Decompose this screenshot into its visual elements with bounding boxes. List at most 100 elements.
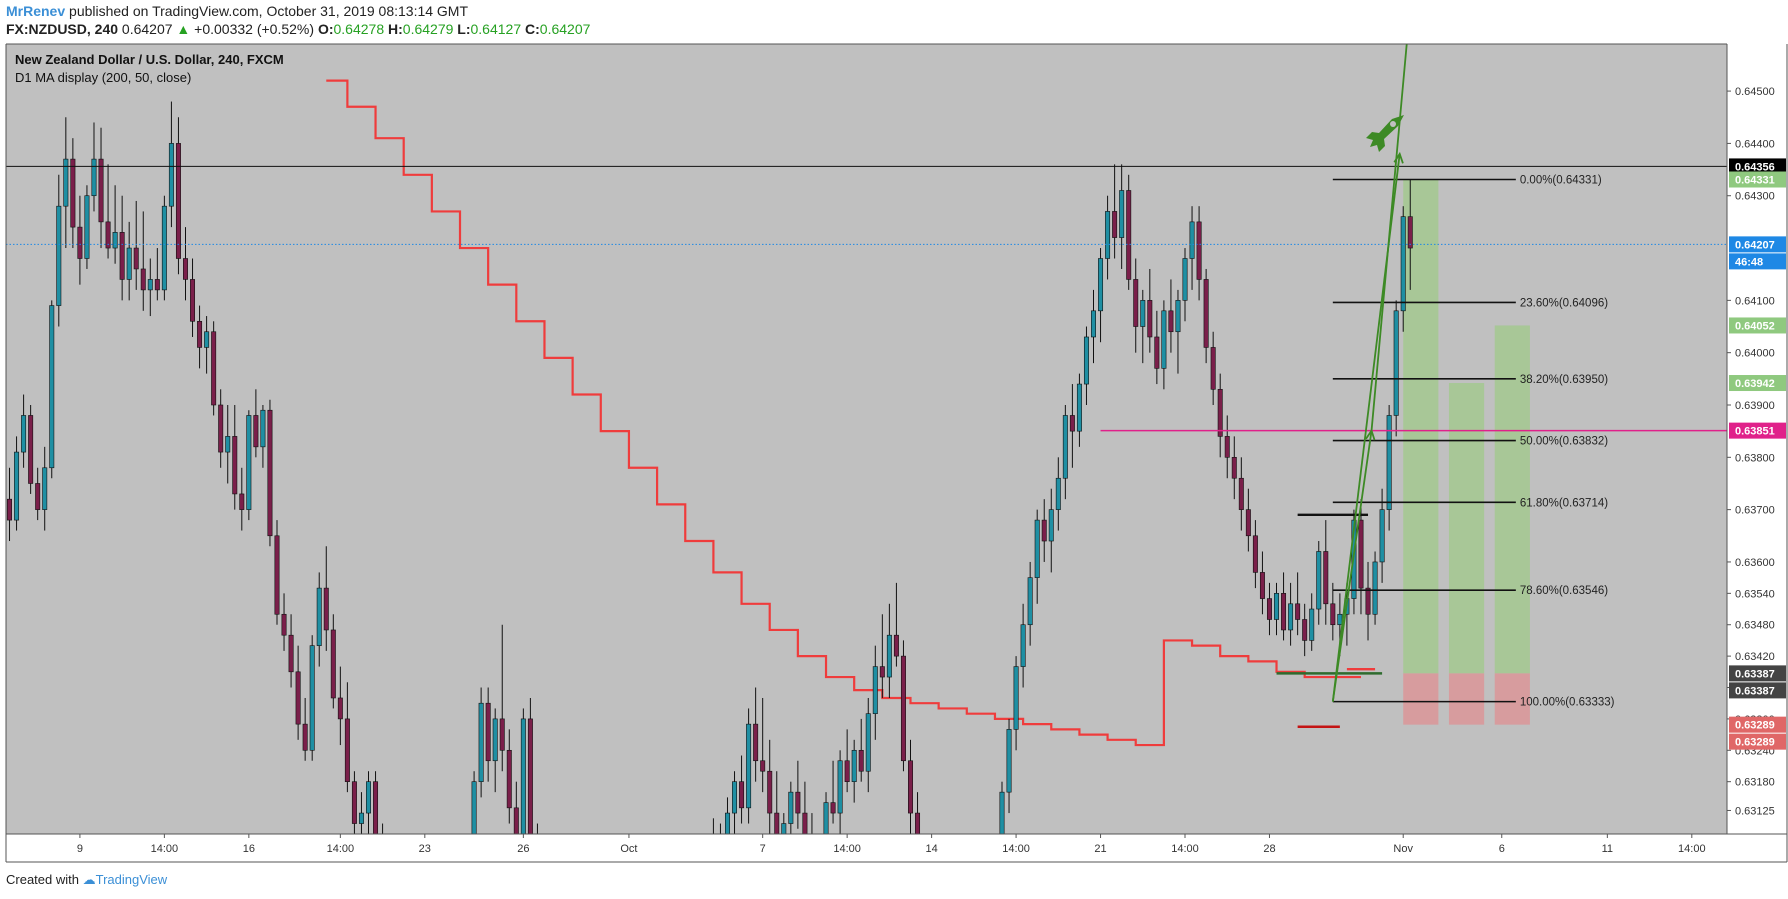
publish-info: published on TradingView.com, October 31… (69, 3, 469, 19)
candle-body (725, 812, 730, 835)
candle-body (1245, 509, 1251, 537)
candle-body (851, 749, 857, 782)
candle-body (154, 279, 160, 291)
candle-body (42, 467, 48, 510)
pivot-badge (1729, 422, 1786, 439)
candle-body (288, 634, 294, 673)
candle-body (373, 781, 379, 835)
candle-body (1027, 577, 1033, 626)
fib-label-4: 61.80%(0.63714) (1520, 497, 1608, 509)
candle-body (190, 279, 196, 322)
indicator-label: D1 MA display (200, 50, close) (15, 70, 191, 85)
high-value: 0.64279 (402, 21, 454, 37)
candle-body (1302, 619, 1308, 641)
candle-body (830, 802, 836, 814)
candle-body (746, 723, 752, 809)
x-tick-label: 16 (243, 843, 255, 855)
candle-body (908, 760, 913, 814)
author-link[interactable]: MrRenev (6, 3, 66, 19)
x-tick-label: 14:00 (833, 843, 861, 855)
candle-body (183, 258, 188, 280)
target-zone-0 (1403, 179, 1439, 674)
candle-body (175, 143, 181, 259)
close-value: 0.64207 (539, 21, 591, 37)
target-zone-1 (1448, 383, 1485, 674)
high-prefix: H: (388, 21, 403, 37)
tradingview-link[interactable]: TradingView (95, 872, 168, 887)
candle-body (225, 436, 231, 453)
candle-body (204, 331, 210, 348)
candle-body (1252, 535, 1258, 573)
entry-1-text: 0.63387 (1735, 668, 1775, 680)
arrow-line-1 (1331, 430, 1373, 702)
candle-body (795, 791, 801, 814)
candle-body (1295, 603, 1301, 620)
countdown-text: 46:48 (1735, 256, 1763, 268)
x-tick-label: 7 (760, 843, 766, 855)
candle-body (281, 613, 287, 636)
candle-body (999, 791, 1005, 835)
change-label: +0.00332 (+0.52%) (194, 21, 315, 37)
candle-body (1140, 300, 1146, 327)
tradingview-logo-icon[interactable]: ☁ (82, 872, 96, 887)
candle-body (1407, 216, 1413, 249)
candle-body (788, 791, 794, 824)
y-tick-label: 0.63420 (1735, 651, 1775, 663)
candle-body (1006, 729, 1012, 793)
candle-body (872, 666, 878, 714)
candle-body (351, 781, 357, 824)
candle-body (1337, 613, 1343, 626)
candle-body (858, 749, 864, 772)
candle-body (56, 205, 62, 306)
candle-body (1175, 300, 1181, 333)
candle-body (1076, 383, 1082, 432)
target-1-text: 0.64331 (1735, 175, 1775, 187)
candle-body (1041, 519, 1047, 542)
candle-body (7, 498, 13, 521)
chart-title: New Zealand Dollar / U.S. Dollar, 240, F… (15, 52, 284, 67)
candle-body (1069, 415, 1075, 432)
candle-body (485, 702, 491, 762)
candle-body (1266, 598, 1272, 620)
candle-body (1105, 211, 1111, 259)
y-tick-label: 0.63125 (1735, 805, 1775, 817)
candle-body (302, 723, 308, 751)
candle-body (140, 268, 146, 291)
candle-body (1161, 310, 1167, 369)
candle-body (1055, 477, 1061, 510)
candle-body (91, 158, 97, 197)
y-tick-label: 0.63540 (1735, 588, 1775, 600)
candle-body (767, 770, 773, 814)
candle-body (478, 702, 484, 782)
time-axis[interactable] (6, 834, 1787, 863)
low-value: 0.64127 (470, 21, 522, 37)
candle-body (1133, 279, 1139, 327)
candle-body (823, 802, 829, 835)
x-tick-label: 9 (77, 843, 83, 855)
candle-body (1365, 587, 1371, 615)
candle-body (1062, 415, 1068, 479)
axis-labels: 0.64500 0.64400 0.64300 0.64100 0.64000 0.639… (77, 86, 1786, 855)
fibonacci-levels: 0.00%(0.64331) 23.60%(0.64096) 38.20%(0.63… (1332, 175, 1615, 709)
candle-body (1393, 310, 1399, 416)
y-tick-label: 0.63900 (1735, 400, 1775, 412)
candle-body (1386, 415, 1392, 510)
candle-body (211, 331, 217, 406)
y-tick-label: 0.64000 (1735, 348, 1775, 360)
candle-body (1147, 300, 1153, 338)
fib-label-1: 23.60%(0.64096) (1520, 297, 1608, 309)
arrow-line-2 (1370, 43, 1408, 431)
candle-body (168, 143, 174, 207)
candle-body (267, 409, 273, 537)
pivot-text: 0.63851 (1735, 426, 1775, 438)
stop-2-text: 0.63289 (1735, 737, 1775, 749)
candle-body (900, 655, 906, 762)
candle-body (802, 812, 808, 835)
candle-body (21, 415, 27, 453)
target-3-text: 0.64052 (1735, 320, 1775, 332)
candle-body (239, 493, 245, 510)
candle-body (1013, 666, 1019, 730)
candle-body (886, 634, 892, 678)
candle-body (28, 415, 34, 484)
